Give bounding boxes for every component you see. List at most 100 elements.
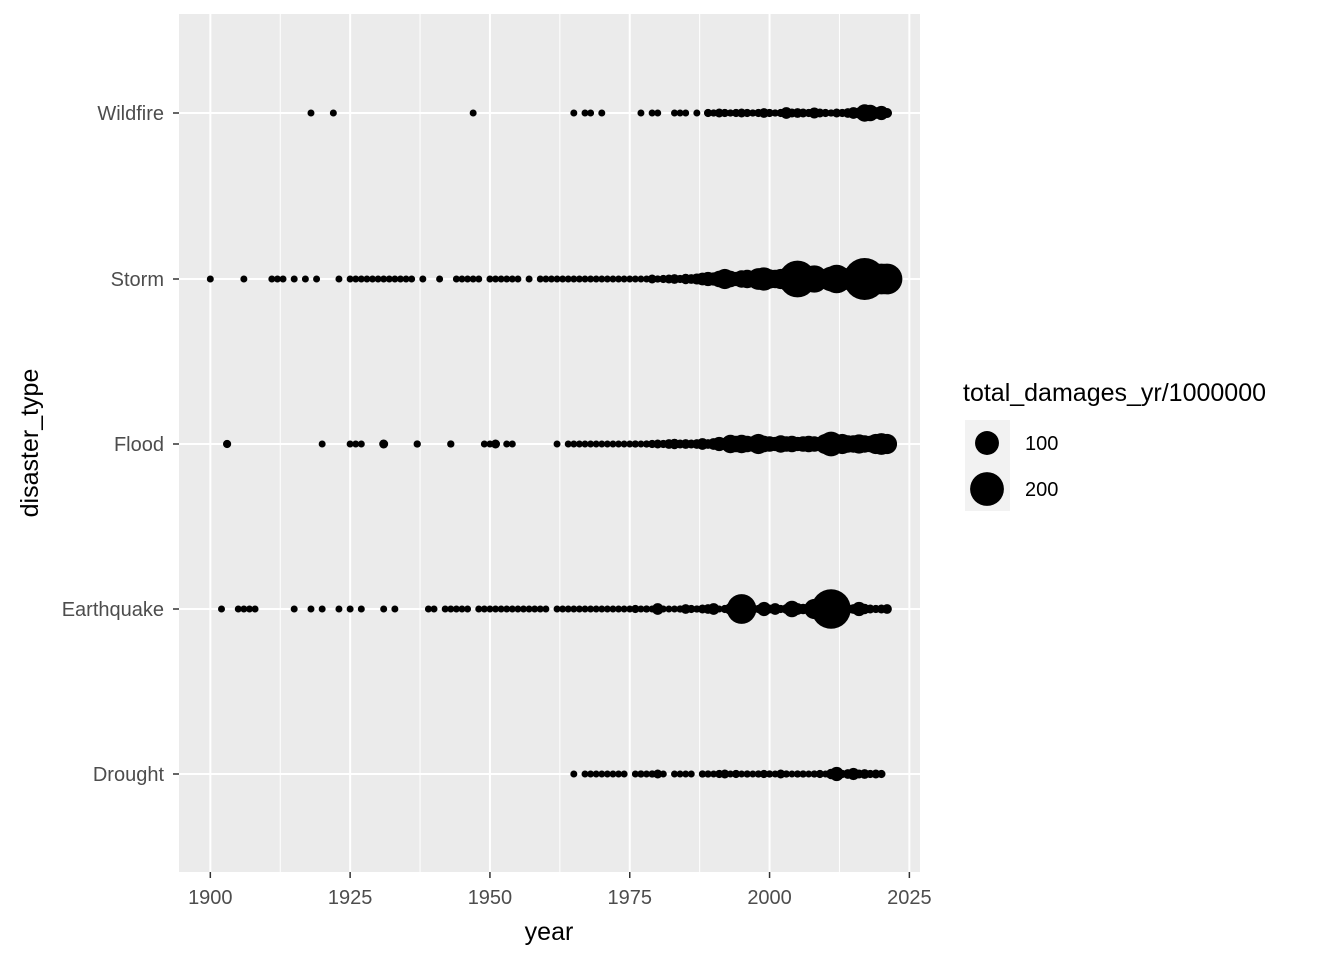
data-point [301, 275, 309, 283]
data-point [464, 275, 472, 283]
data-point [352, 440, 360, 448]
data-point [508, 440, 516, 448]
data-point [615, 440, 623, 448]
data-point [469, 275, 477, 283]
data-point [642, 605, 651, 613]
data-point [609, 770, 617, 778]
data-point [335, 275, 343, 283]
x-tick-label: 2000 [747, 887, 792, 909]
legend-key-label: 100 [1025, 433, 1058, 455]
data-point [647, 274, 657, 284]
data-point [637, 440, 645, 448]
data-point [436, 275, 444, 283]
data-point [731, 769, 741, 779]
legend-key-label: 200 [1025, 479, 1058, 501]
data-point [598, 275, 606, 283]
data-point [703, 108, 713, 118]
data-point [881, 107, 893, 119]
data-point [871, 263, 903, 295]
data-point [408, 275, 416, 283]
data-point [882, 604, 892, 614]
data-point [592, 770, 600, 778]
data-point [553, 605, 561, 613]
data-point [575, 275, 583, 283]
data-point [492, 275, 500, 283]
data-point [447, 440, 455, 448]
data-point [620, 605, 628, 613]
data-point [531, 605, 539, 613]
data-point [514, 275, 522, 283]
data-point [508, 605, 516, 613]
data-point [805, 770, 813, 778]
data-point [559, 605, 567, 613]
data-point [720, 108, 729, 118]
data-point [346, 605, 354, 613]
data-points [206, 104, 903, 782]
data-point [245, 605, 253, 613]
data-point [514, 605, 522, 613]
data-point [374, 275, 382, 283]
data-point [615, 770, 623, 778]
data-point [643, 770, 651, 778]
data-point [682, 109, 690, 117]
data-point [592, 605, 600, 613]
data-point [609, 440, 617, 448]
data-point [570, 275, 578, 283]
data-point [876, 433, 898, 455]
data-point [519, 605, 527, 613]
data-point [637, 275, 645, 283]
data-point [570, 109, 578, 117]
data-point [313, 275, 321, 283]
data-point [503, 275, 511, 283]
data-point [469, 109, 477, 117]
data-point [626, 605, 634, 613]
data-point [402, 275, 410, 283]
data-point [765, 108, 774, 118]
data-point [765, 770, 774, 778]
data-point [670, 605, 678, 613]
data-point [665, 605, 673, 613]
data-point [553, 440, 561, 448]
data-point [653, 769, 663, 779]
data-point [788, 770, 796, 778]
x-axis-title: year [525, 918, 574, 946]
data-point [222, 439, 232, 449]
data-point [581, 440, 589, 448]
data-point [815, 769, 825, 779]
data-point [385, 275, 393, 283]
data-point [637, 770, 645, 778]
data-point [503, 605, 511, 613]
data-point [620, 440, 628, 448]
data-point [218, 605, 226, 613]
data-point [743, 108, 752, 118]
data-point [603, 440, 611, 448]
data-point [447, 605, 455, 613]
x-tick-label: 1900 [188, 887, 233, 909]
data-point [357, 440, 365, 448]
data-point [570, 440, 578, 448]
data-point [707, 603, 720, 615]
data-point [877, 769, 886, 779]
data-point [380, 605, 388, 613]
data-point [335, 605, 343, 613]
data-point [659, 605, 667, 613]
data-point [251, 605, 259, 613]
data-point [592, 275, 600, 283]
x-axis: 1900 1925 1950 1975 2000 2025 [188, 872, 932, 909]
data-point [290, 605, 298, 613]
data-point [475, 605, 483, 613]
data-point [626, 275, 634, 283]
data-point [492, 605, 500, 613]
data-point [508, 275, 516, 283]
data-point [206, 275, 214, 283]
data-point [458, 605, 466, 613]
x-tick-label: 2025 [887, 887, 932, 909]
data-point [754, 770, 763, 778]
data-point [620, 275, 628, 283]
data-point [346, 275, 354, 283]
data-point [441, 605, 449, 613]
data-point [240, 275, 248, 283]
data-point [542, 275, 550, 283]
data-point [587, 605, 595, 613]
